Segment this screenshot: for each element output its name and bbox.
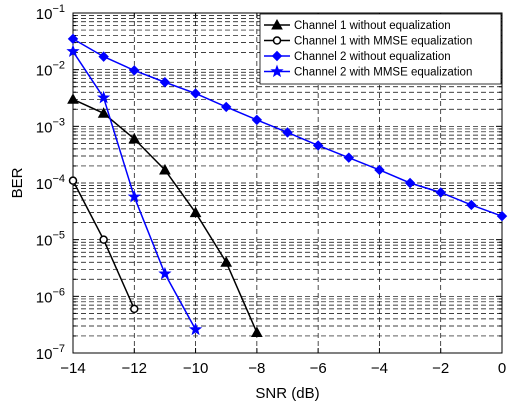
legend-label: Channel 2 without equalization	[294, 51, 451, 63]
y-tick-exponent: −5	[52, 230, 65, 242]
data-point	[221, 101, 232, 113]
y-tick-label: 10−5	[36, 230, 65, 250]
data-point	[188, 322, 203, 336]
data-point	[374, 164, 385, 176]
data-point	[97, 90, 111, 104]
y-tick-base: 10	[36, 176, 53, 193]
y-tick-base: 10	[36, 63, 53, 80]
data-point	[220, 256, 233, 267]
x-tick-label: −2	[432, 360, 449, 377]
y-tick-label: 10−6	[36, 286, 65, 306]
data-point	[66, 44, 80, 58]
data-point	[272, 36, 282, 45]
series-line	[72, 98, 258, 333]
x-tick-label: −10	[183, 360, 208, 377]
series-4	[66, 44, 203, 336]
y-tick-label: 10−1	[36, 3, 65, 23]
legend-box	[259, 13, 502, 85]
y-tick-exponent: −1	[52, 3, 65, 15]
data-point	[128, 132, 141, 144]
x-tick-label: −14	[60, 360, 85, 377]
data-point	[282, 127, 293, 138]
data-point	[404, 177, 416, 189]
legend-label: Channel 2 with MMSE equalization	[294, 67, 472, 79]
data-point	[189, 206, 202, 218]
data-point	[271, 50, 283, 62]
data-point	[251, 326, 263, 338]
y-tick-label: 10−4	[36, 173, 65, 193]
y-tick-exponent: −4	[52, 173, 65, 185]
data-point	[466, 199, 477, 211]
data-point	[270, 64, 284, 78]
data-point	[129, 65, 140, 76]
x-tick-label: −4	[371, 360, 388, 377]
legend-entry: Channel 2 without equalization	[264, 50, 451, 63]
data-point	[343, 152, 354, 163]
data-point	[99, 235, 108, 244]
data-point	[271, 18, 283, 30]
data-point	[127, 189, 141, 203]
y-tick-exponent: −7	[52, 343, 65, 355]
x-axis-title: SNR (dB)	[255, 385, 319, 402]
data-point	[158, 266, 172, 280]
y-tick-base: 10	[36, 233, 53, 250]
data-point	[496, 210, 508, 222]
y-tick-exponent: −2	[52, 60, 65, 72]
series-1	[67, 93, 263, 338]
series-3	[67, 33, 508, 222]
data-point	[67, 33, 79, 45]
y-tick-base: 10	[36, 289, 53, 306]
data-point	[68, 176, 78, 185]
data-point	[312, 140, 324, 151]
legend-entry: Channel 1 without equalization	[264, 18, 451, 32]
x-tick-label: −6	[310, 360, 327, 377]
legend: Channel 1 without equalization Channel 1 …	[259, 13, 502, 85]
legend-entry: Channel 2 with MMSE equalization	[264, 64, 472, 79]
y-tick-base: 10	[36, 6, 53, 23]
y-tick-base: 10	[36, 346, 53, 363]
data-point	[130, 304, 139, 314]
series	[66, 33, 508, 338]
x-tick-label: 0	[498, 360, 506, 377]
data-point	[251, 114, 263, 126]
legend-label: Channel 1 without equalization	[294, 20, 451, 32]
legend-label: Channel 1 with MMSE equalization	[294, 36, 472, 48]
data-point	[159, 163, 171, 175]
y-tick-label: 10−3	[36, 116, 65, 136]
data-point	[97, 107, 110, 118]
y-tick-base: 10	[36, 119, 53, 136]
y-tick-exponent: −3	[52, 116, 65, 128]
y-tick-label: 10−2	[36, 60, 65, 80]
data-point	[98, 51, 109, 62]
data-point	[190, 88, 201, 99]
series-2	[68, 176, 139, 314]
y-axis-title: BER	[9, 167, 26, 198]
y-tick-exponent: −6	[52, 286, 65, 298]
data-point	[159, 77, 171, 88]
data-point	[435, 187, 446, 198]
data-point	[67, 93, 79, 104]
y-tick-label: 10−7	[36, 343, 65, 363]
x-tick-label: −12	[122, 360, 147, 377]
legend-entry: Channel 1 with MMSE equalization	[264, 36, 472, 48]
x-tick-label: −8	[248, 360, 265, 377]
